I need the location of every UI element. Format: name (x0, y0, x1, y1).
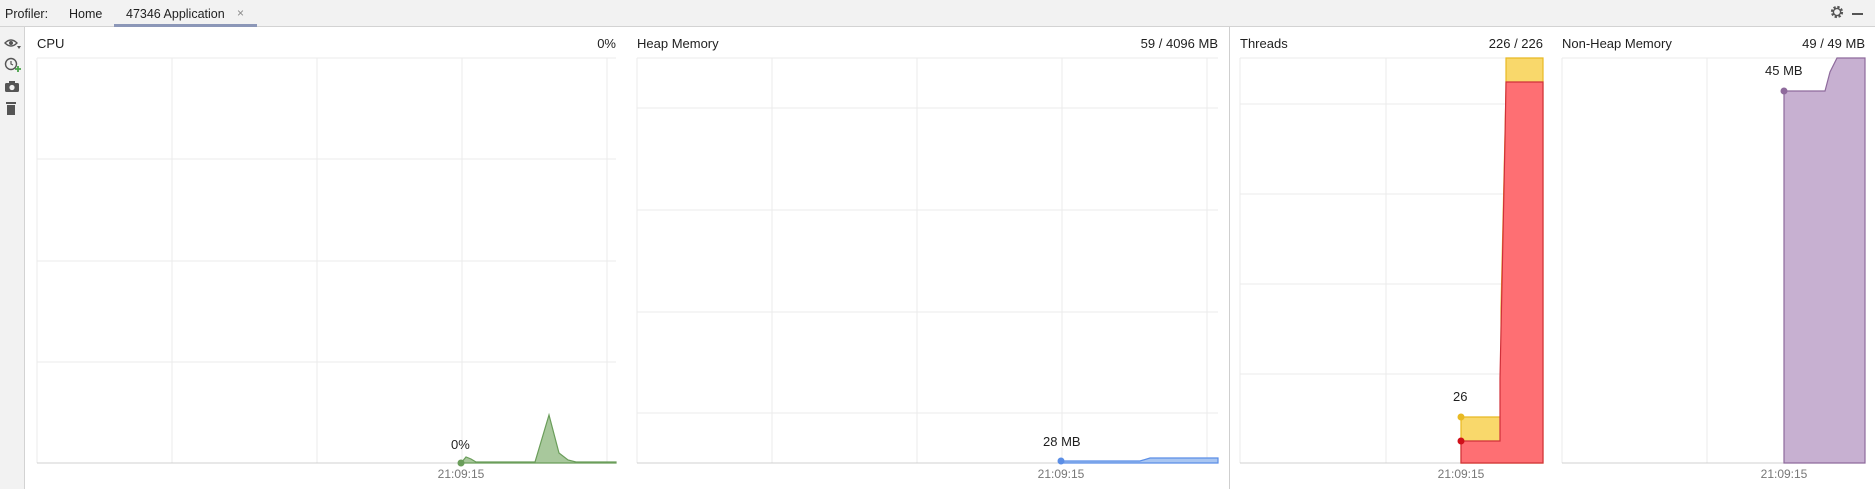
cpu-marker-dot (457, 459, 465, 467)
nonheap-time-label: 21:09:15 (1760, 467, 1808, 481)
tab-application[interactable]: 47346 Application (126, 7, 225, 21)
tab-home[interactable]: Home (69, 7, 103, 21)
threads-marker-label: 26 (1453, 389, 1468, 404)
nonheap-marker-label: 45 MB (1765, 63, 1803, 78)
tab-close-icon[interactable]: × (237, 6, 245, 20)
heap-graph (636, 57, 1218, 463)
add-clock-icon[interactable] (4, 57, 22, 78)
threads-time-label: 21:09:15 (1437, 467, 1485, 481)
panel-divider (1229, 27, 1230, 489)
gear-icon[interactable] (1829, 4, 1845, 25)
nonheap-title: Non-Heap Memory (1562, 36, 1672, 51)
cpu-marker-label: 0% (451, 437, 470, 452)
threads-total-marker-dot (1457, 413, 1465, 421)
camera-icon[interactable] (4, 80, 20, 98)
nonheap-area (1783, 57, 1866, 464)
threads-running-area (1460, 81, 1544, 464)
trash-icon[interactable] (4, 101, 20, 120)
eye-icon[interactable] (4, 37, 22, 55)
threads-value: 226 / 226 (1488, 36, 1543, 51)
heap-title: Heap Memory (637, 36, 719, 51)
heap-value: 59 / 4096 MB (1140, 36, 1218, 51)
cpu-graph (36, 57, 616, 463)
cpu-area (459, 412, 617, 464)
nonheap-value: 49 / 49 MB (1802, 36, 1865, 51)
threads-graph (1239, 57, 1543, 463)
heap-marker-dot (1057, 457, 1065, 465)
cpu-time-label: 21:09:15 (437, 467, 485, 481)
left-toolbar (0, 27, 25, 489)
threads-running-marker-dot (1457, 437, 1465, 445)
heap-marker-label: 28 MB (1043, 434, 1081, 449)
profiler-label: Profiler: (5, 7, 49, 21)
cpu-value: 0% (597, 36, 616, 51)
heap-time-label: 21:09:15 (1037, 467, 1085, 481)
cpu-title: CPU (37, 36, 65, 51)
heap-area (1060, 457, 1219, 464)
minimize-icon[interactable] (1852, 13, 1863, 15)
profiler-tab-bar: Profiler: Home 47346 Application × (0, 0, 1875, 27)
active-tab-indicator (114, 24, 257, 27)
nonheap-marker-dot (1780, 87, 1788, 95)
threads-title: Threads (1240, 36, 1288, 51)
